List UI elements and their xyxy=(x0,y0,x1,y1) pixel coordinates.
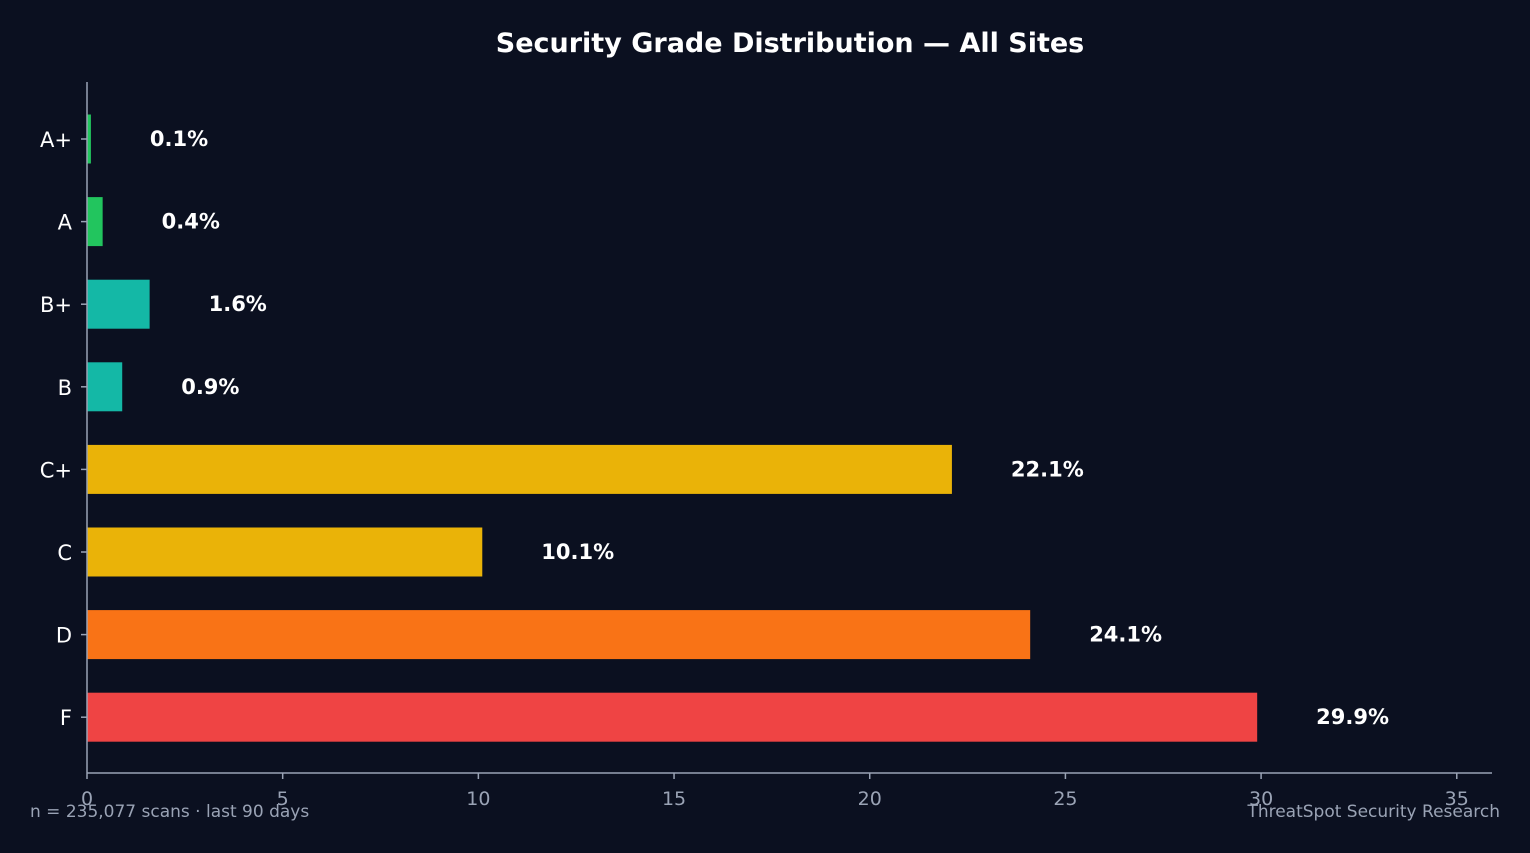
bar-b-plus xyxy=(87,279,150,329)
bar-a-plus xyxy=(87,114,91,164)
footer-scan-count: n = 235,077 scans · last 90 days xyxy=(30,802,310,822)
x-tick-label-20: 20 xyxy=(858,788,882,810)
bar-d xyxy=(87,610,1031,660)
bar-c-plus xyxy=(87,444,952,494)
y-tick-label-b: B xyxy=(58,376,72,400)
x-tick-label-25: 25 xyxy=(1053,788,1077,810)
x-tick-label-0: 0 xyxy=(81,788,93,810)
bar-f xyxy=(87,692,1258,742)
value-label-a-plus: 0.1% xyxy=(150,127,208,151)
axes-layer: A+ A B+ B C+ C D F 0 5 10 15 20 25 30 35 xyxy=(40,82,1492,810)
bars-layer: 0.1% 0.4% 1.6% 0.9% 22.1% 10.1% 24.1% 29.9% xyxy=(87,114,1389,742)
y-tick-label-c-plus: C+ xyxy=(40,458,72,482)
y-tick-label-b-plus: B+ xyxy=(40,293,72,317)
value-label-f: 29.9% xyxy=(1316,705,1389,729)
bar-c xyxy=(87,527,483,577)
y-tick-label-a: A xyxy=(58,211,73,235)
value-label-c-plus: 22.1% xyxy=(1011,457,1084,481)
x-tick-label-30: 30 xyxy=(1249,788,1273,810)
y-tick-label-d: D xyxy=(56,624,72,648)
chart-title: Security Grade Distribution — All Sites xyxy=(496,28,1085,59)
footer-attribution: ThreatSpot Security Research xyxy=(1247,802,1500,822)
bar-b xyxy=(87,362,123,412)
value-label-a: 0.4% xyxy=(162,210,220,234)
x-tick-label-15: 15 xyxy=(662,788,686,810)
x-tick-label-10: 10 xyxy=(466,788,490,810)
value-label-b: 0.9% xyxy=(181,375,239,399)
bar-a xyxy=(87,197,103,247)
y-tick-label-f: F xyxy=(60,706,72,730)
value-label-d: 24.1% xyxy=(1089,623,1162,647)
value-label-b-plus: 1.6% xyxy=(209,292,267,316)
x-tick-label-35: 35 xyxy=(1445,788,1469,810)
x-tick-label-5: 5 xyxy=(277,788,289,810)
value-label-c: 10.1% xyxy=(541,540,614,564)
y-tick-label-c: C xyxy=(57,541,72,565)
y-tick-label-a-plus: A+ xyxy=(40,128,72,152)
